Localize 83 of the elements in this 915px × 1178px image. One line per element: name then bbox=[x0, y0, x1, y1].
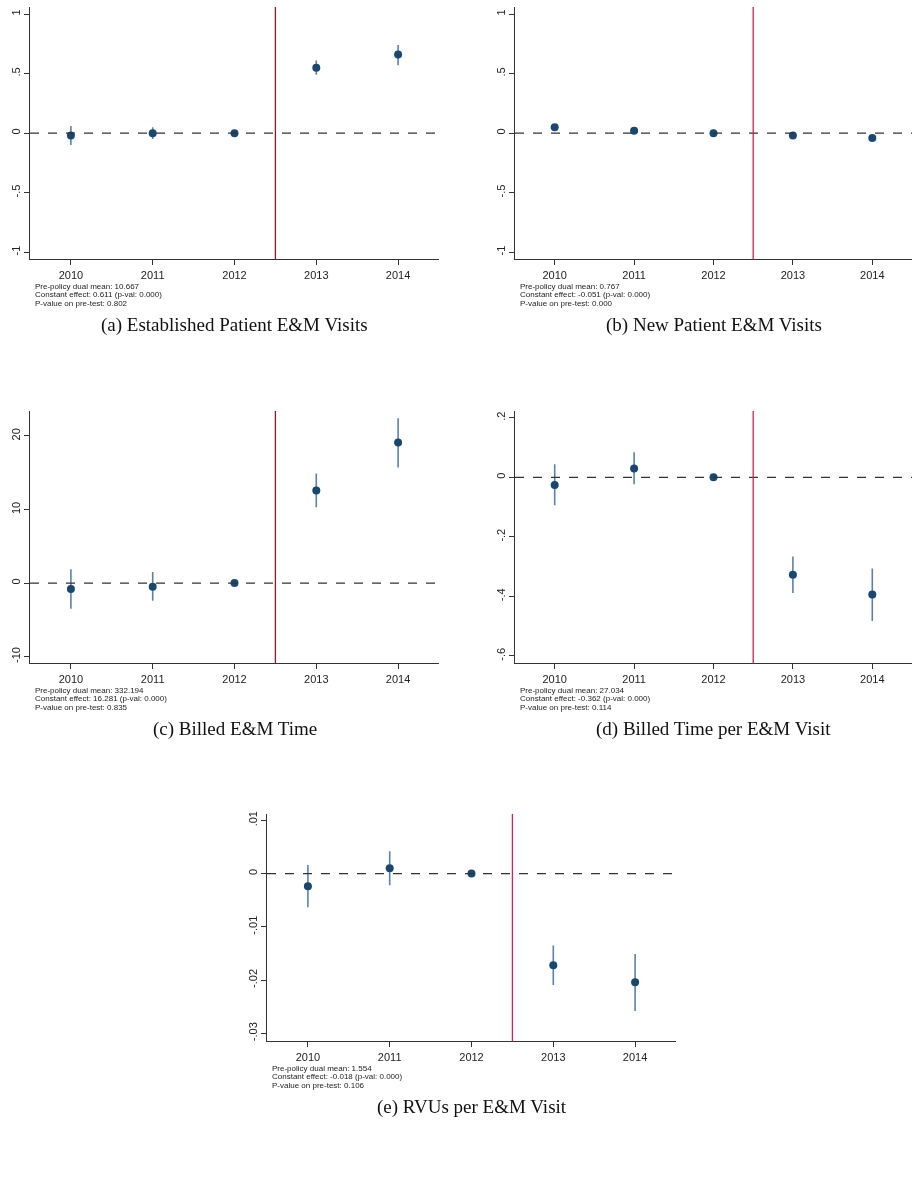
y-tick-label: 0 bbox=[9, 128, 22, 135]
y-tick-label: -10 bbox=[9, 647, 22, 663]
y-tick-label: 0 bbox=[494, 472, 507, 479]
point bbox=[303, 882, 312, 891]
x-tick-label: 2013 bbox=[304, 672, 329, 685]
text: Pre-policy dual mean: 0.767 bbox=[520, 282, 621, 291]
point bbox=[549, 961, 558, 970]
point bbox=[312, 486, 321, 495]
text: (c) Billed E&M Time bbox=[153, 718, 318, 740]
x-tick-label: 2013 bbox=[541, 1050, 566, 1063]
y-tick-label: 0 bbox=[494, 128, 507, 135]
text: (b) New Patient E&M Visits bbox=[606, 314, 822, 336]
y-tick-label: 10 bbox=[9, 501, 22, 515]
y-tick-label: -.2 bbox=[494, 528, 507, 542]
x-tick-label: 2012 bbox=[701, 672, 726, 685]
text: P-value on pre-test: 0.835 bbox=[35, 703, 128, 712]
text: Constant effect: -0.018 (p-val: 0.000) bbox=[272, 1072, 403, 1081]
y-tick-label: -1 bbox=[9, 245, 22, 256]
text: Constant effect: -0.362 (p-val: 0.000) bbox=[520, 694, 651, 703]
y-tick-label: 0 bbox=[246, 868, 259, 875]
text: (e) RVUs per E&M Visit bbox=[377, 1096, 567, 1118]
x-tick-label: 2010 bbox=[58, 672, 84, 685]
text: Constant effect: -0.051 (p-val: 0.000) bbox=[520, 290, 651, 299]
point bbox=[788, 570, 797, 579]
y-tick-label: .5 bbox=[9, 67, 22, 77]
x-tick-label: 2011 bbox=[622, 268, 646, 281]
y-tick-label: -.5 bbox=[9, 184, 22, 198]
text: P-value on pre-test: 0.000 bbox=[520, 299, 613, 308]
x-tick-label: 2012 bbox=[459, 1050, 484, 1063]
y-tick-label: -.02 bbox=[246, 968, 259, 988]
y-tick-label: .01 bbox=[246, 811, 259, 827]
point bbox=[868, 590, 877, 599]
y-tick-label: -.6 bbox=[494, 647, 507, 661]
y-tick-label: -.01 bbox=[246, 915, 259, 935]
x-tick-label: 2014 bbox=[860, 268, 885, 281]
x-tick-label: 2014 bbox=[860, 672, 885, 685]
x-tick-label: 2014 bbox=[385, 268, 411, 281]
text: Constant effect: 0.611 (p-val: 0.000) bbox=[35, 290, 163, 299]
y-tick-label: .2 bbox=[494, 411, 507, 421]
text: Pre-policy dual mean: 332.194 bbox=[35, 686, 145, 695]
y-tick-label: 0 bbox=[9, 578, 22, 585]
x-tick-label: 2013 bbox=[304, 268, 329, 281]
text: (a) Established Patient E&M Visits bbox=[101, 314, 368, 336]
point bbox=[394, 50, 403, 59]
y-tick-label: 20 bbox=[9, 428, 22, 441]
y-tick-label: -.5 bbox=[494, 184, 507, 198]
x-tick-label: 2013 bbox=[780, 672, 806, 685]
text: P-value on pre-test: 0.802 bbox=[35, 299, 128, 308]
x-tick-label: 2010 bbox=[542, 672, 567, 685]
point bbox=[394, 438, 403, 447]
text: Pre-policy dual mean: 1.554 bbox=[272, 1064, 373, 1073]
x-tick-label: 2011 bbox=[140, 268, 165, 281]
point bbox=[66, 585, 75, 593]
text: Pre-policy dual mean: 27.034 bbox=[520, 686, 625, 695]
y-tick-label: -.03 bbox=[246, 1022, 259, 1042]
point bbox=[148, 582, 157, 591]
y-tick-label: -1 bbox=[494, 245, 507, 256]
x-tick-label: 2012 bbox=[701, 268, 726, 281]
y-tick-label: -.4 bbox=[494, 588, 507, 602]
point bbox=[312, 63, 321, 72]
x-tick-label: 2013 bbox=[780, 268, 806, 281]
x-tick-label: 2011 bbox=[377, 1050, 402, 1063]
point bbox=[385, 864, 394, 873]
point bbox=[631, 978, 640, 987]
text: P-value on pre-test: 0.114 bbox=[520, 703, 613, 712]
text: Constant effect: 16.281 (p-val: 0.000) bbox=[35, 694, 168, 703]
x-tick-label: 2014 bbox=[622, 1050, 648, 1063]
x-tick-label: 2011 bbox=[622, 672, 646, 685]
text: Pre-policy dual mean: 10.667 bbox=[35, 282, 140, 291]
x-tick-label: 2010 bbox=[58, 268, 84, 281]
x-tick-label: 2010 bbox=[542, 268, 567, 281]
y-tick-label: 1 bbox=[494, 9, 507, 16]
text: (d) Billed Time per E&M Visit bbox=[596, 718, 832, 740]
y-tick-label: .5 bbox=[494, 67, 507, 77]
y-tick-label: 1 bbox=[9, 9, 22, 16]
point bbox=[550, 481, 559, 490]
x-tick-label: 2014 bbox=[385, 672, 411, 685]
x-tick-label: 2010 bbox=[295, 1050, 321, 1063]
x-tick-label: 2011 bbox=[140, 672, 165, 685]
point bbox=[630, 464, 639, 473]
text: P-value on pre-test: 0.106 bbox=[272, 1081, 365, 1090]
x-tick-label: 2012 bbox=[222, 268, 247, 281]
x-tick-label: 2012 bbox=[222, 672, 247, 685]
